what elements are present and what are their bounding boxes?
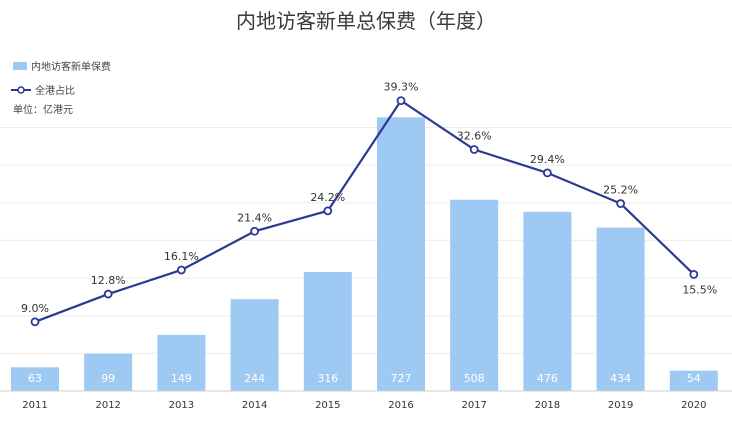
line-label-2011: 9.0% (21, 302, 49, 315)
legend-label-line: 全港占比 (35, 84, 75, 97)
bar-2014 (230, 299, 279, 391)
bar-2019 (596, 227, 645, 391)
bars (11, 117, 718, 392)
line-series (30, 96, 699, 327)
x-tick-2017: 2017 (461, 400, 486, 411)
data-labels: 63 99 149 244 316 727 508 476 434 54 9.0% 12.8% 16.1… (21, 81, 717, 385)
legend-swatch-marker (17, 86, 25, 94)
line-label-2012: 12.8% (91, 274, 126, 287)
line-label-2014: 21.4% (237, 211, 272, 224)
bar-label-2015: 316 (317, 372, 338, 385)
line-point-2018 (543, 168, 552, 178)
bar-2013 (157, 334, 206, 391)
bar-label-2012: 99 (101, 372, 115, 385)
line-point-2019 (616, 199, 625, 208)
line-point-2012 (103, 289, 113, 299)
bar-2017 (450, 199, 499, 391)
bar-label-2013: 149 (171, 372, 192, 385)
bar-label-2014: 244 (244, 372, 265, 385)
line-label-2020: 15.5% (682, 283, 717, 296)
unit-note: 单位：亿港元 (13, 103, 73, 116)
x-tick-2013: 2013 (169, 400, 194, 411)
line-label-2019: 25.2% (603, 184, 638, 197)
line-path (34, 99, 695, 323)
bar-label-2020: 54 (687, 372, 701, 385)
bar-2012 (84, 353, 133, 391)
x-tick-2015: 2015 (315, 400, 340, 411)
line-label-2017: 32.6% (457, 130, 492, 143)
bar-label-2018: 476 (537, 372, 558, 385)
x-tick-2012: 2012 (95, 400, 120, 411)
bar-label-2019: 434 (610, 372, 631, 385)
line-label-2015: 24.2% (310, 191, 345, 204)
bar-2011 (11, 367, 59, 391)
chart-title: 内地访客新单总保费（年度） (236, 9, 496, 33)
line-point-2017 (469, 145, 479, 154)
bar-label-2016: 727 (391, 372, 412, 385)
bar-label-2011: 63 (28, 372, 42, 385)
gridlines (0, 126, 732, 354)
bar-2018 (523, 211, 572, 391)
x-tick-2016: 2016 (388, 400, 413, 411)
bar-label-2017: 508 (464, 372, 485, 385)
x-tick-2018: 2018 (535, 400, 560, 411)
bar-2016 (377, 117, 425, 392)
x-tick-2019: 2019 (608, 400, 633, 411)
line-point-2013 (176, 265, 186, 275)
legend: 内地访客新单保费 全港占比 (11, 60, 111, 97)
line-label-2016: 39.3% (384, 81, 419, 94)
x-tick-2011: 2011 (22, 400, 47, 411)
legend-label-bar: 内地访客新单保费 (31, 60, 111, 73)
bar-2015 (303, 272, 352, 391)
line-point-2011 (30, 317, 40, 327)
line-label-2013: 16.1% (164, 250, 199, 263)
x-tick-2020: 2020 (681, 400, 706, 411)
line-label-2018: 29.4% (530, 153, 565, 166)
x-axis: 2011 2012 2013 2014 2015 2016 2017 2018 2019 2020 (0, 390, 732, 411)
line-point-2020 (689, 269, 699, 279)
line-point-2015 (323, 206, 333, 216)
line-point-2016 (396, 96, 406, 106)
legend-swatch-bar (13, 62, 27, 70)
bar-2020 (669, 370, 718, 391)
x-tick-2014: 2014 (242, 400, 267, 411)
line-point-2014 (250, 226, 260, 236)
